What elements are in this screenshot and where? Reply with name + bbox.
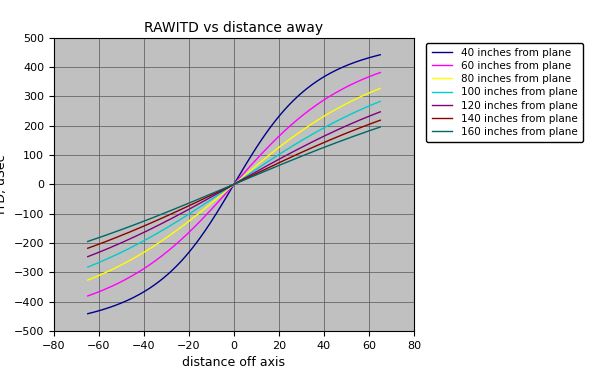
120 inches from plane	[160, 221, 167, 225]
100 inches from plane	[280, 150, 287, 154]
100 inches from plane	[84, 265, 91, 269]
100 inches from plane	[257, 164, 264, 169]
140 inches from plane	[136, 226, 143, 230]
60 inches from plane	[377, 70, 384, 75]
40 inches from plane	[304, 85, 311, 90]
140 inches from plane	[377, 118, 384, 123]
60 inches from plane	[217, 197, 224, 202]
120 inches from plane	[84, 255, 91, 259]
60 inches from plane	[160, 253, 167, 257]
80 inches from plane	[377, 86, 384, 91]
100 inches from plane	[160, 228, 167, 232]
80 inches from plane	[136, 253, 143, 257]
80 inches from plane	[257, 160, 264, 165]
100 inches from plane	[377, 99, 384, 104]
120 inches from plane	[136, 232, 143, 237]
140 inches from plane	[280, 159, 287, 163]
Title: RAWITD vs distance away: RAWITD vs distance away	[145, 21, 323, 35]
100 inches from plane	[304, 135, 311, 139]
80 inches from plane	[280, 142, 287, 147]
140 inches from plane	[304, 147, 311, 152]
60 inches from plane	[304, 109, 311, 114]
Y-axis label: ITD, uSec: ITD, uSec	[0, 155, 8, 214]
80 inches from plane	[304, 124, 311, 129]
160 inches from plane	[257, 171, 264, 176]
40 inches from plane	[84, 311, 91, 316]
Line: 100 inches from plane: 100 inches from plane	[88, 102, 380, 267]
80 inches from plane	[217, 194, 224, 198]
60 inches from plane	[84, 294, 91, 298]
Line: 140 inches from plane: 140 inches from plane	[88, 120, 380, 248]
80 inches from plane	[84, 278, 91, 282]
120 inches from plane	[257, 167, 264, 172]
40 inches from plane	[257, 139, 264, 144]
40 inches from plane	[377, 53, 384, 57]
40 inches from plane	[280, 109, 287, 114]
Line: 60 inches from plane: 60 inches from plane	[88, 73, 380, 296]
160 inches from plane	[160, 211, 167, 216]
Line: 160 inches from plane: 160 inches from plane	[88, 127, 380, 241]
40 inches from plane	[160, 276, 167, 281]
140 inches from plane	[217, 189, 224, 193]
140 inches from plane	[257, 170, 264, 174]
Line: 120 inches from plane: 120 inches from plane	[88, 112, 380, 257]
140 inches from plane	[160, 215, 167, 220]
60 inches from plane	[280, 130, 287, 135]
Legend: 40 inches from plane, 60 inches from plane, 80 inches from plane, 100 inches fro: 40 inches from plane, 60 inches from pla…	[427, 43, 583, 142]
120 inches from plane	[280, 155, 287, 159]
X-axis label: distance off axis: distance off axis	[182, 356, 286, 369]
160 inches from plane	[280, 161, 287, 166]
Line: 40 inches from plane: 40 inches from plane	[88, 55, 380, 314]
100 inches from plane	[136, 241, 143, 246]
80 inches from plane	[160, 238, 167, 242]
120 inches from plane	[217, 190, 224, 194]
160 inches from plane	[136, 221, 143, 225]
Line: 80 inches from plane: 80 inches from plane	[88, 88, 380, 280]
160 inches from plane	[377, 125, 384, 129]
160 inches from plane	[217, 188, 224, 193]
160 inches from plane	[304, 152, 311, 156]
120 inches from plane	[377, 109, 384, 114]
40 inches from plane	[136, 292, 143, 297]
60 inches from plane	[257, 153, 264, 158]
40 inches from plane	[217, 205, 224, 210]
100 inches from plane	[217, 191, 224, 196]
60 inches from plane	[136, 269, 143, 274]
140 inches from plane	[84, 246, 91, 250]
120 inches from plane	[304, 142, 311, 146]
160 inches from plane	[84, 239, 91, 244]
